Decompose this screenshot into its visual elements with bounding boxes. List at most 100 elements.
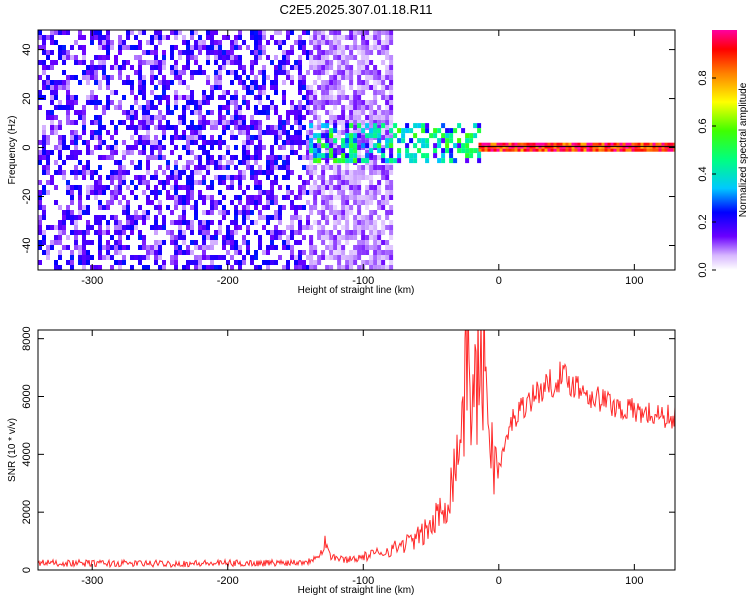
heatmap-cell bbox=[174, 175, 178, 180]
heatmap-cell bbox=[365, 120, 370, 125]
heatmap-cell bbox=[82, 210, 86, 215]
heatmap-cell bbox=[317, 100, 322, 105]
heatmap-cell bbox=[214, 140, 218, 145]
heatmap-cell bbox=[262, 65, 266, 70]
heatmap-cell bbox=[337, 190, 342, 195]
heatmap-cell bbox=[174, 160, 178, 165]
heatmap-cell bbox=[321, 95, 326, 100]
heatmap-cell bbox=[357, 210, 362, 215]
x-tick-label: -300 bbox=[81, 575, 103, 587]
heatmap-cell bbox=[174, 170, 178, 175]
heatmap-cell bbox=[309, 110, 314, 115]
heatmap-cell bbox=[298, 255, 302, 260]
heatmap-cell bbox=[313, 30, 318, 35]
heatmap-cell bbox=[337, 240, 342, 245]
heatmap-cell bbox=[166, 165, 170, 170]
heatmap-cell bbox=[294, 140, 298, 145]
heatmap-cell bbox=[182, 230, 186, 235]
heatmap-cell bbox=[182, 65, 186, 70]
heatmap-cell bbox=[62, 215, 66, 220]
heatmap-cell bbox=[62, 245, 66, 250]
heatmap-cell bbox=[565, 148, 569, 152]
heatmap-cell bbox=[302, 40, 306, 45]
heatmap-cell bbox=[174, 185, 178, 190]
heatmap-cell bbox=[202, 210, 206, 215]
heatmap-cell bbox=[473, 123, 478, 129]
heatmap-cell bbox=[313, 80, 318, 85]
heatmap-cell bbox=[385, 175, 390, 180]
heatmap-cell bbox=[190, 260, 194, 265]
heatmap-cell bbox=[266, 40, 270, 45]
heatmap-cell bbox=[361, 110, 366, 115]
heatmap-cell bbox=[389, 135, 394, 140]
heatmap-cell bbox=[306, 150, 310, 155]
heatmap-cell bbox=[369, 200, 374, 205]
heatmap-cell bbox=[110, 190, 114, 195]
heatmap-cell bbox=[250, 155, 254, 160]
heatmap-cell bbox=[210, 255, 214, 260]
heatmap-cell bbox=[286, 265, 290, 270]
heatmap-cell bbox=[556, 142, 560, 146]
heatmap-cell bbox=[46, 225, 50, 230]
heatmap-cell bbox=[349, 138, 354, 144]
heatmap-cell bbox=[385, 158, 390, 164]
heatmap-cell bbox=[365, 220, 370, 225]
heatmap-cell bbox=[246, 210, 250, 215]
x-tick-label: -100 bbox=[352, 575, 374, 587]
heatmap-cell bbox=[381, 130, 386, 135]
heatmap-cell bbox=[670, 148, 674, 152]
heatmap-cell bbox=[94, 215, 98, 220]
heatmap-cell bbox=[170, 150, 174, 155]
heatmap-cell bbox=[345, 235, 350, 240]
heatmap-cell bbox=[94, 70, 98, 75]
heatmap-cell bbox=[622, 142, 626, 146]
heatmap-cell bbox=[218, 75, 222, 80]
heatmap-cell bbox=[82, 240, 86, 245]
heatmap-cell bbox=[238, 75, 242, 80]
heatmap-cell bbox=[206, 245, 210, 250]
heatmap-cell bbox=[138, 85, 142, 90]
heatmap-cell bbox=[282, 50, 286, 55]
heatmap-cell bbox=[150, 155, 154, 160]
heatmap-cell bbox=[58, 155, 62, 160]
heatmap-cell bbox=[365, 40, 370, 45]
heatmap-cell bbox=[333, 30, 338, 35]
heatmap-cell bbox=[309, 160, 314, 165]
heatmap-cell bbox=[349, 65, 354, 70]
heatmap-cell bbox=[325, 220, 330, 225]
heatmap-cell bbox=[278, 155, 282, 160]
heatmap-cell bbox=[333, 145, 338, 150]
heatmap-cell bbox=[42, 60, 46, 65]
heatmap-cell bbox=[477, 123, 482, 129]
heatmap-cell bbox=[222, 105, 226, 110]
heatmap-cell bbox=[309, 90, 314, 95]
heatmap-cell bbox=[282, 145, 286, 150]
heatmap-cell bbox=[54, 115, 58, 120]
heatmap-cell bbox=[182, 250, 186, 255]
heatmap-cell bbox=[174, 75, 178, 80]
heatmap-cell bbox=[158, 210, 162, 215]
heatmap-cell bbox=[234, 145, 238, 150]
heatmap-cell bbox=[345, 120, 350, 125]
heatmap-cell bbox=[361, 195, 366, 200]
heatmap-cell bbox=[250, 170, 254, 175]
heatmap-cell bbox=[210, 240, 214, 245]
heatmap-cell bbox=[218, 45, 222, 50]
heatmap-cell bbox=[449, 148, 454, 154]
heatmap-cell bbox=[186, 225, 190, 230]
heatmap-cell bbox=[317, 70, 322, 75]
heatmap-cell bbox=[214, 265, 218, 270]
heatmap-cell bbox=[658, 142, 662, 146]
heatmap-cell bbox=[309, 225, 314, 230]
heatmap-cell bbox=[465, 153, 470, 159]
heatmap-cell bbox=[377, 215, 382, 220]
heatmap-cell bbox=[361, 170, 366, 175]
heatmap-cell bbox=[286, 185, 290, 190]
heatmap-cell bbox=[114, 145, 118, 150]
heatmap-cell bbox=[337, 220, 342, 225]
chart-title: C2E5.2025.307.01.18.R11 bbox=[280, 2, 433, 17]
heatmap-cell bbox=[158, 265, 162, 270]
heatmap-cell bbox=[122, 175, 126, 180]
heatmap-cell bbox=[134, 185, 138, 190]
heatmap-cell bbox=[369, 230, 374, 235]
